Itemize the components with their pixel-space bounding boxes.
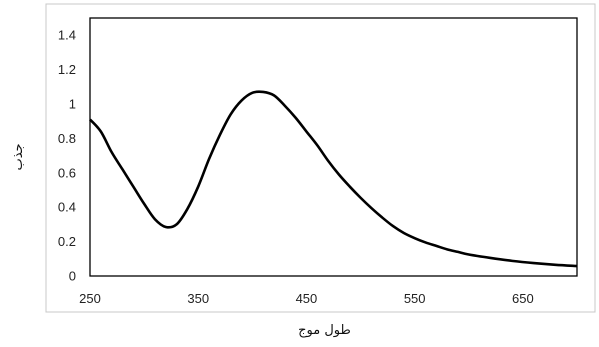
plot-area-frame	[89, 17, 578, 277]
x-tick-label: 250	[79, 291, 101, 306]
y-tick-label: 0.6	[58, 165, 76, 180]
y-tick-label: 1	[69, 97, 76, 112]
y-tick-label: 0.4	[58, 200, 76, 215]
y-tick-label: 1.2	[58, 62, 76, 77]
x-axis-ticks: 250 350 450 550 650	[79, 291, 534, 306]
chart-area-border	[45, 3, 596, 313]
x-tick-label: 650	[512, 291, 534, 306]
y-axis-title: جذب	[11, 143, 26, 170]
x-axis-title: طول موج	[298, 323, 351, 338]
absorbance-series-line	[89, 90, 578, 268]
series-layer	[89, 90, 578, 268]
x-tick-label: 550	[404, 291, 426, 306]
y-tick-label: 1.4	[58, 28, 76, 43]
x-tick-label: 350	[187, 291, 209, 306]
y-tick-label: 0	[69, 269, 76, 284]
x-tick-label: 450	[296, 291, 318, 306]
y-tick-label: 0.2	[58, 234, 76, 249]
y-axis-ticks: 0 0.2 0.4 0.6 0.8 1 1.2 1.4	[58, 28, 76, 284]
y-tick-label: 0.8	[58, 131, 76, 146]
